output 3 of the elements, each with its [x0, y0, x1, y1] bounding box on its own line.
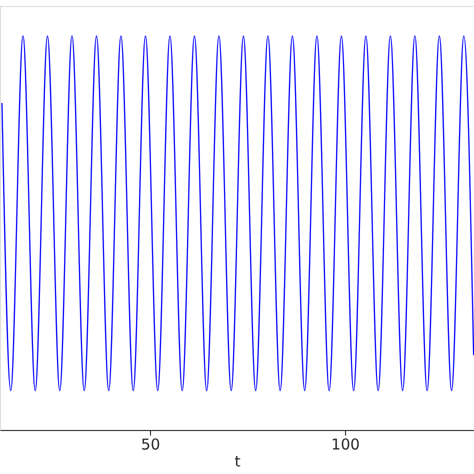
x-axis-title: t — [234, 452, 241, 470]
x-tick-label: 100 — [331, 436, 360, 454]
x-tick-label: 50 — [141, 436, 160, 454]
